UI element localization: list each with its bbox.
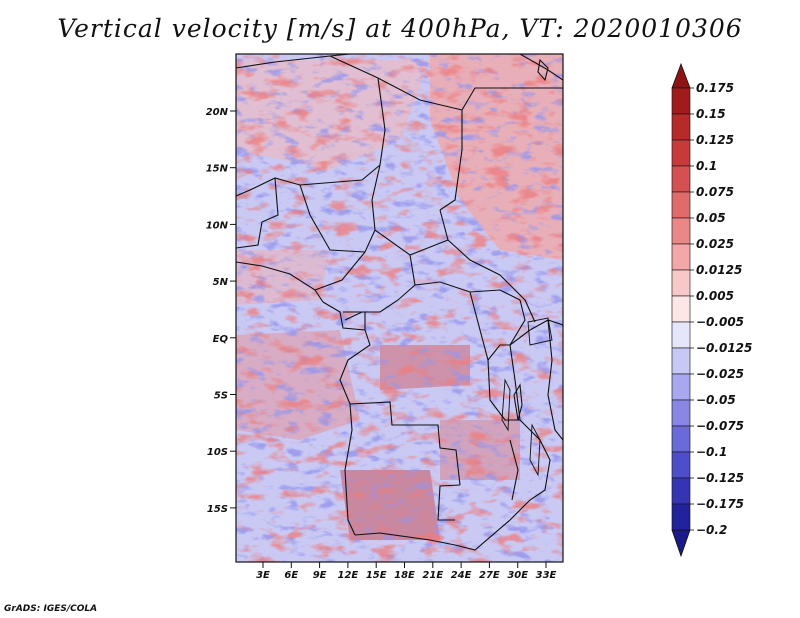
colorbar-label: 0.125 bbox=[696, 133, 734, 147]
colorbar-segment bbox=[671, 295, 691, 323]
colorbar: 0.175 0.15 0.125 0.1 0.075 0.05 0.025 0.0125 0.0… bbox=[671, 62, 752, 558]
colorbar-segment bbox=[671, 425, 691, 453]
lon-tick-label: 12E bbox=[338, 570, 359, 581]
lat-tick-label: 5S bbox=[214, 391, 228, 402]
colorbar-label: 0.005 bbox=[696, 289, 734, 303]
colorbar-segment bbox=[671, 113, 691, 141]
colorbar-bottom-cap bbox=[671, 529, 691, 558]
colorbar-top-cap bbox=[671, 62, 691, 89]
colorbar-segment bbox=[671, 87, 691, 115]
colorbar-segment bbox=[671, 321, 691, 349]
lakes bbox=[501, 317, 553, 477]
latitude-axis: 20N 15N 10N 5N EQ 5S 10S 15S bbox=[206, 107, 236, 515]
lat-tick-label: 15S bbox=[207, 504, 228, 515]
lon-tick-label: 27E bbox=[479, 570, 500, 581]
colorbar-segment bbox=[671, 269, 691, 297]
colorbar-label: 0.025 bbox=[696, 237, 734, 251]
colorbar-label: 0.075 bbox=[696, 185, 734, 199]
lat-tick-label: 15N bbox=[206, 164, 229, 175]
colorbar-label: −0.005 bbox=[696, 315, 744, 329]
lon-tick-label: 33E bbox=[536, 570, 557, 581]
colorbar-label: −0.025 bbox=[696, 367, 744, 381]
lon-tick-label: 9E bbox=[313, 570, 327, 581]
colorbar-label: 0.0125 bbox=[696, 263, 742, 277]
lat-tick-label: EQ bbox=[213, 334, 229, 345]
lat-tick-label: 10N bbox=[206, 220, 229, 231]
lon-tick-label: 3E bbox=[256, 570, 270, 581]
colorbar-segment bbox=[671, 165, 691, 193]
lon-tick-label: 21E bbox=[422, 570, 443, 581]
map-frame bbox=[235, 53, 564, 563]
colorbar-segment bbox=[671, 217, 691, 245]
lon-tick-label: 30E bbox=[507, 570, 528, 581]
lon-tick-label: 18E bbox=[394, 570, 415, 581]
colorbar-segment bbox=[671, 399, 691, 427]
colorbar-segment bbox=[671, 139, 691, 167]
colorbar-label: 0.175 bbox=[696, 81, 734, 95]
chart-title: Vertical velocity [m/s] at 400hPa, VT: 2… bbox=[57, 14, 743, 43]
lon-tick-label: 24E bbox=[451, 570, 472, 581]
colorbar-segment bbox=[671, 347, 691, 375]
lat-tick-label: 10S bbox=[207, 447, 228, 458]
colorbar-label: −0.175 bbox=[696, 497, 744, 511]
country-borders bbox=[236, 54, 563, 551]
colorbar-label: −0.075 bbox=[696, 419, 744, 433]
colorbar-label: 0.1 bbox=[696, 159, 717, 173]
colorbar-label: −0.1 bbox=[696, 445, 727, 459]
footer-credit: GrADS: IGES/COLA bbox=[4, 604, 98, 614]
colorbar-segment bbox=[671, 451, 691, 479]
colorbar-segment bbox=[671, 477, 691, 505]
colorbar-label: 0.15 bbox=[696, 107, 726, 121]
colorbar-label: −0.2 bbox=[696, 523, 727, 537]
colorbar-label: −0.0125 bbox=[696, 341, 752, 355]
lon-tick-label: 6E bbox=[284, 570, 298, 581]
colorbar-segment bbox=[671, 373, 691, 401]
colorbar-label: −0.05 bbox=[696, 393, 736, 407]
lat-tick-label: 20N bbox=[206, 107, 229, 118]
lon-tick-label: 15E bbox=[366, 570, 387, 581]
colorbar-label: −0.125 bbox=[696, 471, 744, 485]
colorbar-label: 0.05 bbox=[696, 211, 726, 225]
longitude-axis: 3E 6E 9E 12E 15E 18E 21E 24E 27E 30E 33E bbox=[256, 562, 557, 581]
lat-tick-label: 5N bbox=[213, 277, 229, 288]
velocity-field bbox=[236, 54, 563, 562]
colorbar-segment bbox=[671, 191, 691, 219]
colorbar-segment bbox=[671, 503, 691, 531]
colorbar-segment bbox=[671, 243, 691, 271]
